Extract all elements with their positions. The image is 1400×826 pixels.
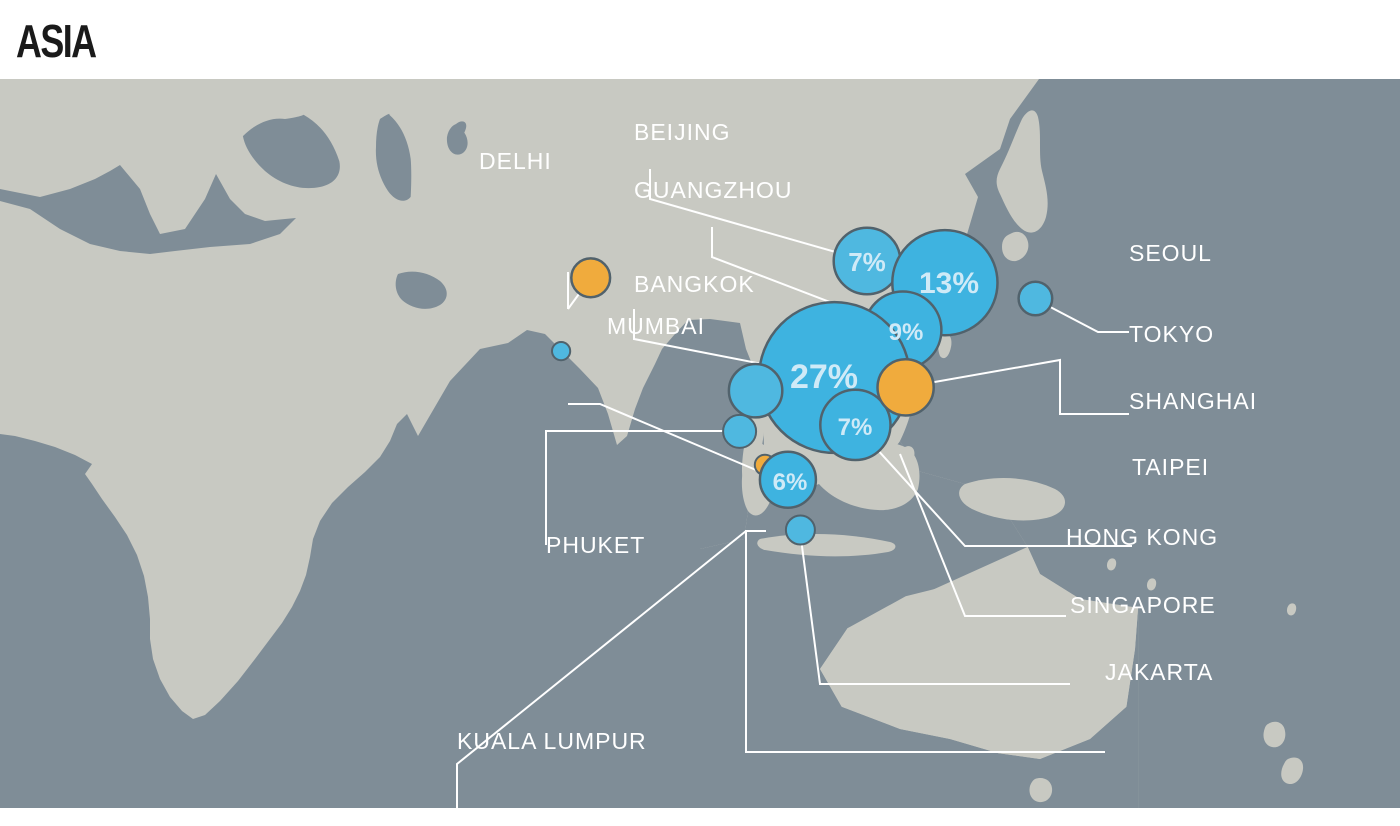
svg-text:27%: 27% [790,358,858,396]
svg-text:JAKARTA: JAKARTA [1105,659,1213,685]
svg-text:13%: 13% [919,267,979,300]
svg-text:TAIPEI: TAIPEI [1132,454,1209,480]
svg-text:GUANGZHOU: GUANGZHOU [634,177,793,203]
svg-text:7%: 7% [848,247,886,277]
svg-text:SHANGHAI: SHANGHAI [1129,388,1257,414]
svg-text:BANGKOK: BANGKOK [634,271,755,297]
svg-text:KUALA LUMPUR: KUALA LUMPUR [457,728,647,754]
svg-text:DELHI: DELHI [479,148,552,174]
svg-text:SEOUL: SEOUL [1129,240,1212,266]
svg-text:MUMBAI: MUMBAI [607,313,705,339]
svg-text:9%: 9% [889,319,924,346]
svg-text:HONG KONG: HONG KONG [1066,524,1218,550]
svg-text:BEIJING: BEIJING [634,119,730,145]
svg-text:SINGAPORE: SINGAPORE [1070,592,1216,618]
svg-text:TOKYO: TOKYO [1129,321,1214,347]
svg-text:6%: 6% [773,469,808,496]
svg-text:PHUKET: PHUKET [546,532,645,558]
svg-text:7%: 7% [838,414,873,441]
